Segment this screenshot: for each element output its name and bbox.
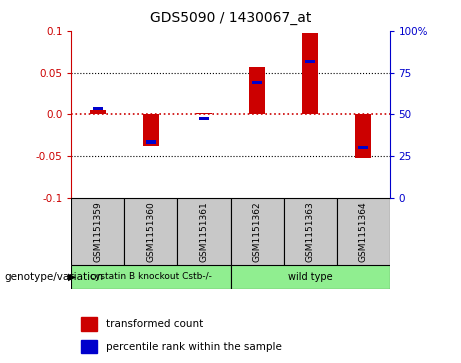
- Text: percentile rank within the sample: percentile rank within the sample: [106, 342, 282, 352]
- Text: GSM1151359: GSM1151359: [94, 201, 102, 262]
- Bar: [71, 198, 124, 265]
- Bar: [93, 107, 103, 110]
- Bar: [230, 265, 390, 289]
- Bar: [81, 340, 97, 354]
- Bar: [337, 198, 390, 265]
- Text: GSM1151364: GSM1151364: [359, 201, 367, 262]
- Text: GSM1151362: GSM1151362: [253, 201, 261, 262]
- Text: wild type: wild type: [288, 272, 332, 282]
- Bar: [302, 33, 318, 114]
- Text: cystatin B knockout Cstb-/-: cystatin B knockout Cstb-/-: [90, 272, 212, 281]
- Bar: [143, 114, 159, 146]
- Bar: [249, 67, 265, 114]
- Text: GSM1151363: GSM1151363: [306, 201, 314, 262]
- Text: GSM1151361: GSM1151361: [200, 201, 208, 262]
- Bar: [90, 110, 106, 114]
- Bar: [71, 265, 230, 289]
- Bar: [177, 198, 230, 265]
- Text: ▶: ▶: [68, 272, 76, 282]
- Text: transformed count: transformed count: [106, 319, 204, 329]
- Bar: [305, 60, 315, 64]
- Bar: [146, 140, 156, 143]
- Bar: [81, 317, 97, 331]
- Bar: [355, 114, 371, 158]
- Bar: [199, 117, 209, 120]
- Bar: [358, 146, 368, 150]
- Bar: [196, 113, 212, 114]
- Text: GDS5090 / 1430067_at: GDS5090 / 1430067_at: [150, 11, 311, 25]
- Text: genotype/variation: genotype/variation: [5, 272, 104, 282]
- Bar: [252, 81, 262, 84]
- Bar: [124, 198, 177, 265]
- Bar: [284, 198, 337, 265]
- Bar: [230, 198, 284, 265]
- Text: GSM1151360: GSM1151360: [147, 201, 155, 262]
